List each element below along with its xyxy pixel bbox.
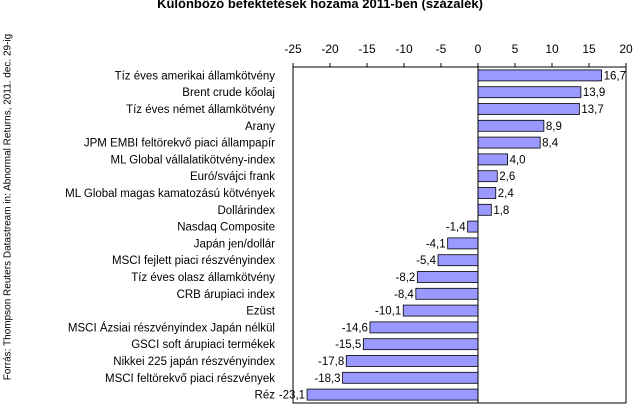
category-label: Arany [245, 121, 275, 133]
value-label: -18,3 [314, 373, 340, 385]
bar [477, 69, 602, 82]
value-label: 2,4 [498, 188, 515, 200]
value-label: -15,5 [335, 339, 361, 351]
bar [477, 170, 498, 183]
category-label: Tíz éves olasz államkötvény [131, 272, 275, 284]
category-label: CRB árupiaci index [177, 289, 276, 301]
category-label: Tíz éves német államkötvény [126, 104, 275, 116]
x-tick-label: 0 [475, 42, 482, 56]
category-label: MSCI fejlett piaci részvényindex [112, 255, 275, 267]
category-label: Brent crude kőolaj [182, 87, 275, 99]
bar [437, 254, 479, 267]
category-label: Réz [255, 390, 276, 402]
category-label: Nasdaq Composite [177, 222, 275, 234]
value-label: 16,7 [604, 70, 626, 82]
value-label: 13,7 [581, 104, 603, 116]
bar [342, 371, 479, 384]
x-tick-label: 20 [619, 42, 633, 56]
bar [345, 355, 479, 367]
value-label: 2,6 [499, 171, 515, 183]
bar [477, 119, 545, 132]
value-label: -4,1 [426, 238, 446, 250]
category-label: ML Global magas kamatozású kötvények [65, 188, 275, 200]
plot-frame [292, 66, 627, 404]
value-label: 1,8 [493, 205, 509, 217]
value-label: 8,9 [546, 121, 562, 133]
category-label: ML Global vállalatikötvény-index [111, 154, 276, 166]
value-label: -8,4 [394, 289, 414, 301]
bar [402, 304, 479, 317]
bar [477, 203, 492, 216]
bar [447, 237, 479, 250]
category-label: Japán jen/dollár [194, 238, 275, 250]
category-label: MSCI Ázsiai részvényindex Japán nélkül [68, 321, 275, 334]
category-label: Tíz éves amerikai államkötvény [115, 70, 276, 82]
bar [362, 338, 479, 351]
value-label: 4,0 [510, 154, 526, 166]
category-label: Nikkei 225 japán részvényindex [113, 356, 275, 368]
x-tick-label: 15 [582, 42, 596, 56]
value-label: 8,4 [542, 138, 559, 150]
bar [477, 103, 580, 115]
bar [306, 388, 479, 401]
category-label: GSCI soft árupiaci termékek [131, 339, 275, 351]
x-tick-label: -10 [395, 42, 413, 56]
x-tick-label: -25 [284, 42, 302, 56]
bar [415, 287, 479, 300]
bar [477, 187, 497, 199]
value-label: -5,4 [416, 255, 436, 267]
bar [416, 271, 479, 283]
x-tick-label: -5 [436, 42, 447, 56]
category-label: Ezüst [246, 306, 276, 318]
x-tick-label: 5 [512, 42, 519, 56]
bar [477, 136, 541, 149]
category-label: MSCI feltörekvő piaci részvények [105, 373, 275, 385]
bar [467, 220, 479, 233]
category-label: Dollárindex [217, 205, 275, 217]
bar [369, 321, 479, 334]
bar [477, 153, 509, 166]
x-tick-label: -15 [358, 42, 376, 56]
category-label: Euró/svájci frank [190, 171, 275, 183]
value-label: -17,8 [318, 356, 344, 368]
value-label: -23,1 [279, 390, 305, 402]
x-tick-label: 10 [545, 42, 559, 56]
value-label: -14,6 [342, 322, 368, 334]
value-label: -10,1 [375, 306, 401, 318]
category-label: JPM EMBI feltörekvő piaci állampapír [84, 138, 275, 150]
value-label: -1,4 [446, 222, 466, 234]
chart-title: Különböző befektetések hozama 2011-ben (… [157, 0, 483, 11]
value-label: 13,9 [583, 87, 605, 99]
value-label: -8,2 [395, 272, 415, 284]
x-tick-label: -20 [321, 42, 339, 56]
bar [477, 86, 582, 99]
